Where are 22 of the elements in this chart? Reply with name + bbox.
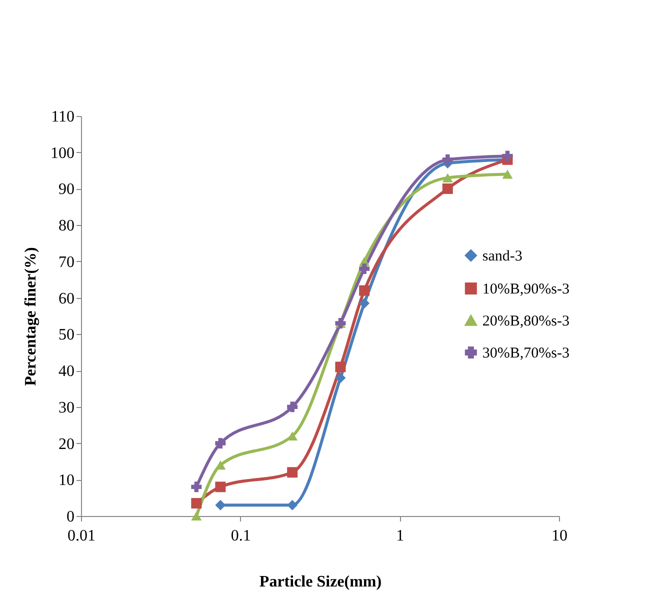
- y-tick-label: 110: [51, 108, 74, 126]
- y-tick-label: 90: [58, 181, 74, 198]
- y-tick-label: 10: [58, 472, 74, 490]
- x-tick-label: 0.01: [68, 528, 96, 544]
- y-tick-label: 0: [66, 508, 74, 526]
- legend-label: 10%B,90%s-3: [482, 282, 570, 298]
- y-tick-label: 40: [58, 363, 74, 380]
- x-tick-label: 0.1: [230, 528, 251, 544]
- legend-label: 20%B,80%s-3: [482, 314, 570, 330]
- x-tick-label: 1: [396, 528, 404, 544]
- x-axis-title: Particle Size(mm): [259, 574, 382, 590]
- y-tick-label: 20: [58, 436, 74, 453]
- y-tick-label: 50: [58, 326, 74, 344]
- y-tick-label: 80: [58, 218, 74, 235]
- y-axis-title: Percentage finer(%): [22, 247, 40, 386]
- legend-label: 30%B,70%s-3: [482, 346, 570, 362]
- legend-label: sand-3: [482, 248, 522, 264]
- y-tick-label: 60: [58, 290, 74, 308]
- y-tick-label: 100: [50, 144, 74, 162]
- y-tick-label: 70: [58, 254, 74, 271]
- x-tick-label: 10: [552, 528, 568, 544]
- y-tick-label: 30: [58, 399, 74, 416]
